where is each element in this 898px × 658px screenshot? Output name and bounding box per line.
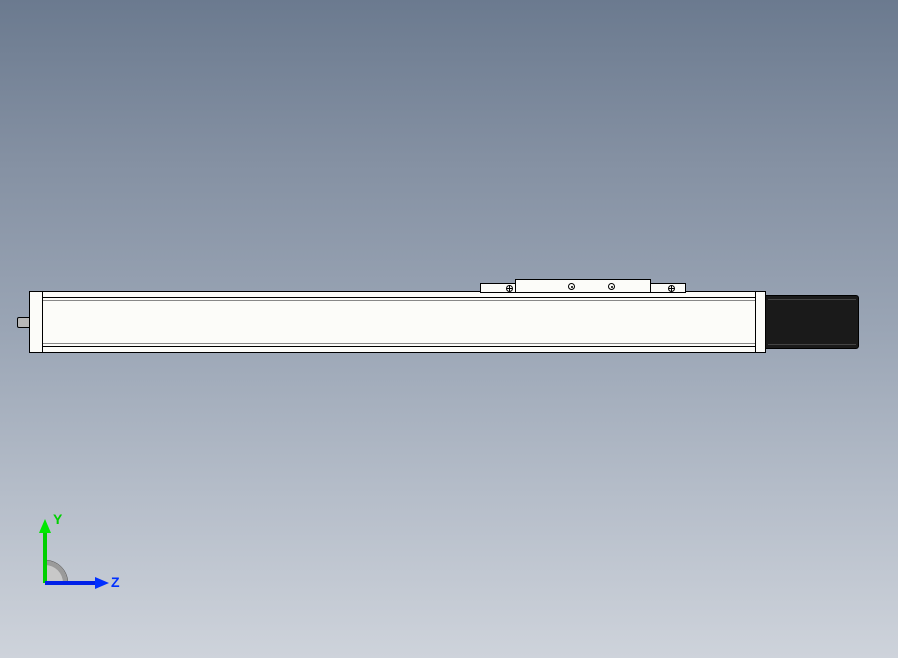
- rail-edge-line: [43, 297, 755, 298]
- motor-highlight: [768, 299, 856, 300]
- triad-svg: [25, 513, 115, 603]
- motor-body: [765, 295, 859, 349]
- end-cap-left: [29, 291, 43, 353]
- carriage-assembly: [480, 279, 686, 293]
- z-axis-label: Z: [111, 574, 120, 590]
- rail-body: [42, 291, 756, 353]
- carriage-hole-icon: [608, 283, 615, 290]
- cad-viewport[interactable]: Y Z: [0, 0, 898, 658]
- z-axis-arrow-icon: [95, 577, 109, 589]
- rail-groove-line: [43, 300, 755, 301]
- rail-groove-line: [43, 343, 755, 344]
- y-axis-arrow-icon: [39, 519, 51, 533]
- orientation-triad[interactable]: Y Z: [25, 513, 115, 603]
- carriage-hole-icon: [506, 285, 513, 292]
- carriage-hole-icon: [568, 283, 575, 290]
- y-axis-label: Y: [53, 511, 62, 527]
- rail-edge-line: [43, 346, 755, 347]
- carriage-hole-icon: [668, 285, 675, 292]
- motor-highlight: [768, 344, 856, 345]
- carriage-plate: [515, 279, 651, 293]
